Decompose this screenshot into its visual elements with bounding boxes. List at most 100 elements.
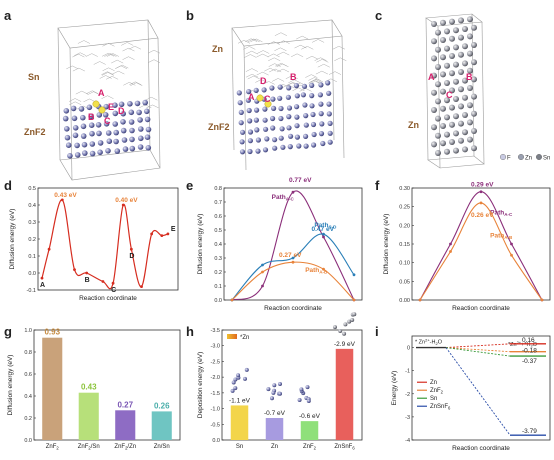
structure-a-box [57,19,161,181]
bond [301,46,314,50]
bond [87,91,100,95]
y-tick-label: 0.6 [24,372,32,378]
y-tick-label: 0.20 [399,223,410,229]
atom [294,114,300,120]
connector-znsnf6 [445,347,511,436]
legend-swatch-sn [536,153,543,160]
atom [138,135,144,142]
atom [243,376,247,381]
bond [288,79,301,84]
data-point [540,298,544,302]
atom [129,136,135,143]
bar [115,410,136,440]
final-state-label: *Zn2++*H2O [508,340,538,349]
bond [147,59,161,63]
zn-ion [92,100,100,108]
bond [244,38,258,42]
panel-i-label: i [375,324,379,339]
atom [449,139,455,145]
plot-frame [33,329,181,441]
atom [294,134,300,140]
atom [278,135,284,141]
atom [431,21,437,27]
y-tick-label: -0.1 [27,288,36,294]
atom [74,142,80,149]
atom [62,115,69,122]
data-point [261,263,264,267]
data-point [60,198,64,202]
atom [271,105,277,111]
y-tick-label: -3.5 [211,328,220,334]
y-tick-label: 0.25 [399,205,410,211]
site-labels-a: A B CDE [88,88,125,126]
structure-b-box [231,19,345,171]
atom [440,140,446,147]
atom [342,331,347,336]
atom [458,103,464,110]
atom [431,38,437,45]
atom [431,89,437,96]
atom [318,111,324,117]
atom [327,139,333,145]
atom [121,137,128,143]
site-label: C [446,90,453,100]
bond [102,67,115,72]
y-tick-label: 0.6 [214,214,222,220]
site-label: A [428,72,435,82]
atom [343,322,348,327]
atom [136,109,142,116]
atom [453,147,459,154]
atom [120,127,127,134]
y-tick-label: 0.0 [24,438,32,444]
material-label-b-bottom: ZnF2 [208,122,230,132]
bond [247,75,260,80]
atom [440,71,446,78]
bond [147,49,161,54]
atom [67,153,73,159]
y-axis-label: Energy (eV) [391,371,398,406]
atom [294,93,300,99]
atom [279,126,285,132]
y-tick-label: -3.0 [211,344,220,350]
atom [471,145,477,152]
site-label: B [88,112,95,122]
atom [293,83,299,89]
atom [467,33,473,40]
bond [85,53,98,57]
data-point [510,242,513,246]
atom [449,87,455,94]
bond [268,57,281,62]
data-point [291,260,295,264]
atom [467,16,473,23]
bond [314,57,327,61]
atom [270,125,276,131]
atom [145,126,152,133]
data-point [47,247,51,251]
atom [294,104,300,110]
y-tick-label: 0.00 [399,298,410,304]
bond [299,88,312,92]
atom [106,138,113,144]
atom [435,46,441,53]
atom [270,115,276,122]
atom [271,390,276,395]
site-label: C [104,116,111,126]
category-label: ZnF2 [303,444,317,451]
legend-label: *Zn [240,335,249,341]
data-point [510,253,513,257]
y-tick-label: 0.0 [212,438,220,444]
x-axis-label: Reaction coordinate [452,445,510,452]
y-tick-label: 0.2 [214,270,222,276]
atom [440,105,446,112]
barrier-annotation: 0.40 eV [115,197,138,204]
atom [240,129,246,135]
legend-swatch [227,334,237,339]
atom [319,121,325,127]
site-label: A [98,88,105,98]
panel-a-label: a [4,8,12,23]
atom [431,124,437,131]
bond [305,55,319,60]
atom [435,132,441,139]
bond [68,98,82,102]
atom [444,114,450,121]
